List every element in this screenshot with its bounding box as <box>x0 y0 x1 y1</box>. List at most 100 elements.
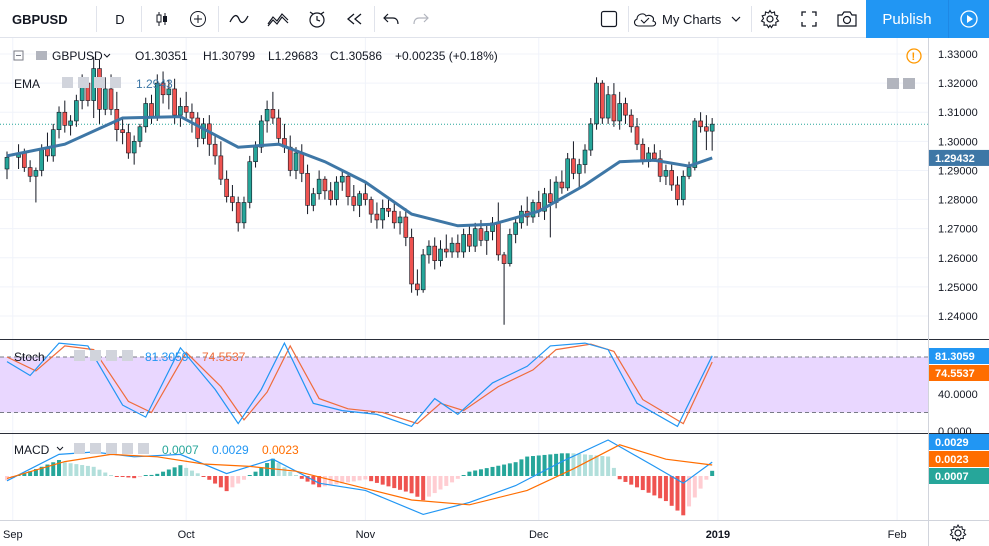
histogram-bar <box>85 465 90 476</box>
candle-body <box>45 148 50 157</box>
candle-body <box>4 157 10 170</box>
candlestick-series <box>4 56 715 325</box>
replay-button[interactable] <box>338 0 372 38</box>
histogram-bar <box>594 455 599 476</box>
down-candle <box>345 173 351 206</box>
down-candle <box>571 141 576 180</box>
down-candle <box>149 94 154 124</box>
candle-body <box>120 129 125 133</box>
up-candle <box>4 151 10 180</box>
up-candle <box>530 199 536 223</box>
histogram-bar <box>166 469 171 476</box>
chart-settings-icon[interactable] <box>949 523 967 542</box>
down-candle <box>305 164 310 215</box>
up-candle <box>166 80 172 110</box>
symbol-label: GBPUSD <box>12 11 68 27</box>
histogram-bar <box>45 464 50 476</box>
candle-body <box>495 222 501 256</box>
warning-icon[interactable] <box>906 48 922 64</box>
legend-low: L1.29683 <box>268 49 318 63</box>
alert-button[interactable] <box>300 0 334 38</box>
undo-button[interactable] <box>376 0 406 38</box>
macd-legend-label[interactable]: MACD <box>14 443 50 457</box>
add-indicator-button[interactable] <box>181 0 215 38</box>
play-button[interactable] <box>948 0 989 38</box>
candle-body <box>178 106 183 116</box>
eye-icon[interactable] <box>62 77 73 88</box>
publish-button[interactable]: Publish <box>866 0 948 38</box>
candle-body <box>605 94 611 119</box>
candle-body <box>293 152 299 171</box>
candle-style-button[interactable] <box>145 0 179 38</box>
candle-body <box>345 175 351 197</box>
redo-button[interactable] <box>406 0 436 38</box>
histogram-bar <box>629 476 634 485</box>
candle-body <box>160 82 166 96</box>
up-candle <box>594 77 599 130</box>
up-candle <box>542 187 547 220</box>
down-candle <box>698 112 703 133</box>
source-icon[interactable] <box>106 443 117 454</box>
candle-body <box>686 167 692 177</box>
line-tool-button[interactable] <box>222 0 256 38</box>
settings-button[interactable] <box>754 0 786 38</box>
up-candle <box>426 240 432 264</box>
more-icon[interactable] <box>94 77 105 88</box>
chart-area[interactable]: 1.33000 1.32000 1.31000 1.30000 1.29000 1.280… <box>0 38 989 546</box>
my-charts-button[interactable]: My Charts <box>632 0 750 38</box>
chevron-down-icon[interactable] <box>56 446 64 451</box>
gear-icon[interactable] <box>90 350 101 361</box>
publish-label: Publish <box>882 10 932 28</box>
more-icon[interactable] <box>122 443 133 454</box>
symbol-search-button[interactable]: GBPUSD <box>0 0 96 38</box>
gear-icon[interactable] <box>78 77 89 88</box>
histogram-bar <box>126 476 131 478</box>
pane-down-icon[interactable] <box>887 78 899 89</box>
close-icon[interactable] <box>122 350 133 361</box>
fullscreen-button[interactable] <box>792 0 826 38</box>
collapse-icon[interactable] <box>13 50 24 61</box>
undo-icon <box>383 13 399 25</box>
down-candle <box>160 71 166 104</box>
histogram-bar <box>490 466 495 476</box>
time-axis[interactable]: SepOctNovDec2019FebMarApr <box>3 529 989 541</box>
candle-body <box>565 158 570 189</box>
snapshot-button[interactable] <box>830 0 864 38</box>
price-tick-label: 1.24000 <box>938 311 978 323</box>
ema-badge-value: 1.29432 <box>935 153 975 165</box>
candle-body <box>461 234 466 253</box>
price-axis[interactable]: 1.33000 1.32000 1.31000 1.30000 1.29000 1.280… <box>938 49 978 323</box>
indicators-button[interactable] <box>260 0 296 38</box>
up-candle <box>339 170 345 191</box>
close-icon[interactable] <box>138 443 149 454</box>
ema-legend-label[interactable]: EMA <box>14 77 40 91</box>
price-tick-label: 1.32000 <box>938 78 978 90</box>
pane-maximize-icon[interactable] <box>903 78 915 89</box>
histogram-bar <box>467 471 472 476</box>
close-icon[interactable] <box>110 77 121 88</box>
chevron-down-icon[interactable] <box>103 53 111 58</box>
divider <box>374 6 375 32</box>
candle-body <box>680 175 686 200</box>
up-candle <box>576 158 582 188</box>
candle-body <box>420 254 426 291</box>
stoch-band <box>0 357 928 413</box>
candle-body <box>438 248 443 261</box>
legend-symbol[interactable]: GBPUSD <box>52 49 103 63</box>
more-icon[interactable] <box>106 350 117 361</box>
eye-icon[interactable] <box>74 350 85 361</box>
eye-icon[interactable] <box>74 443 85 454</box>
histogram-bar <box>461 475 466 476</box>
histogram-bar <box>380 476 385 485</box>
histogram-bar <box>669 476 674 506</box>
histogram-bar <box>519 459 524 476</box>
interval-button[interactable]: D <box>100 0 140 38</box>
price-tick-label: 1.29000 <box>938 165 978 177</box>
layout-button[interactable] <box>593 0 625 38</box>
fullscreen-icon <box>801 11 817 27</box>
up-candle <box>397 211 403 235</box>
gear-icon[interactable] <box>90 443 101 454</box>
histogram-bar <box>663 476 668 502</box>
stoch-legend-label[interactable]: Stoch <box>14 350 45 364</box>
